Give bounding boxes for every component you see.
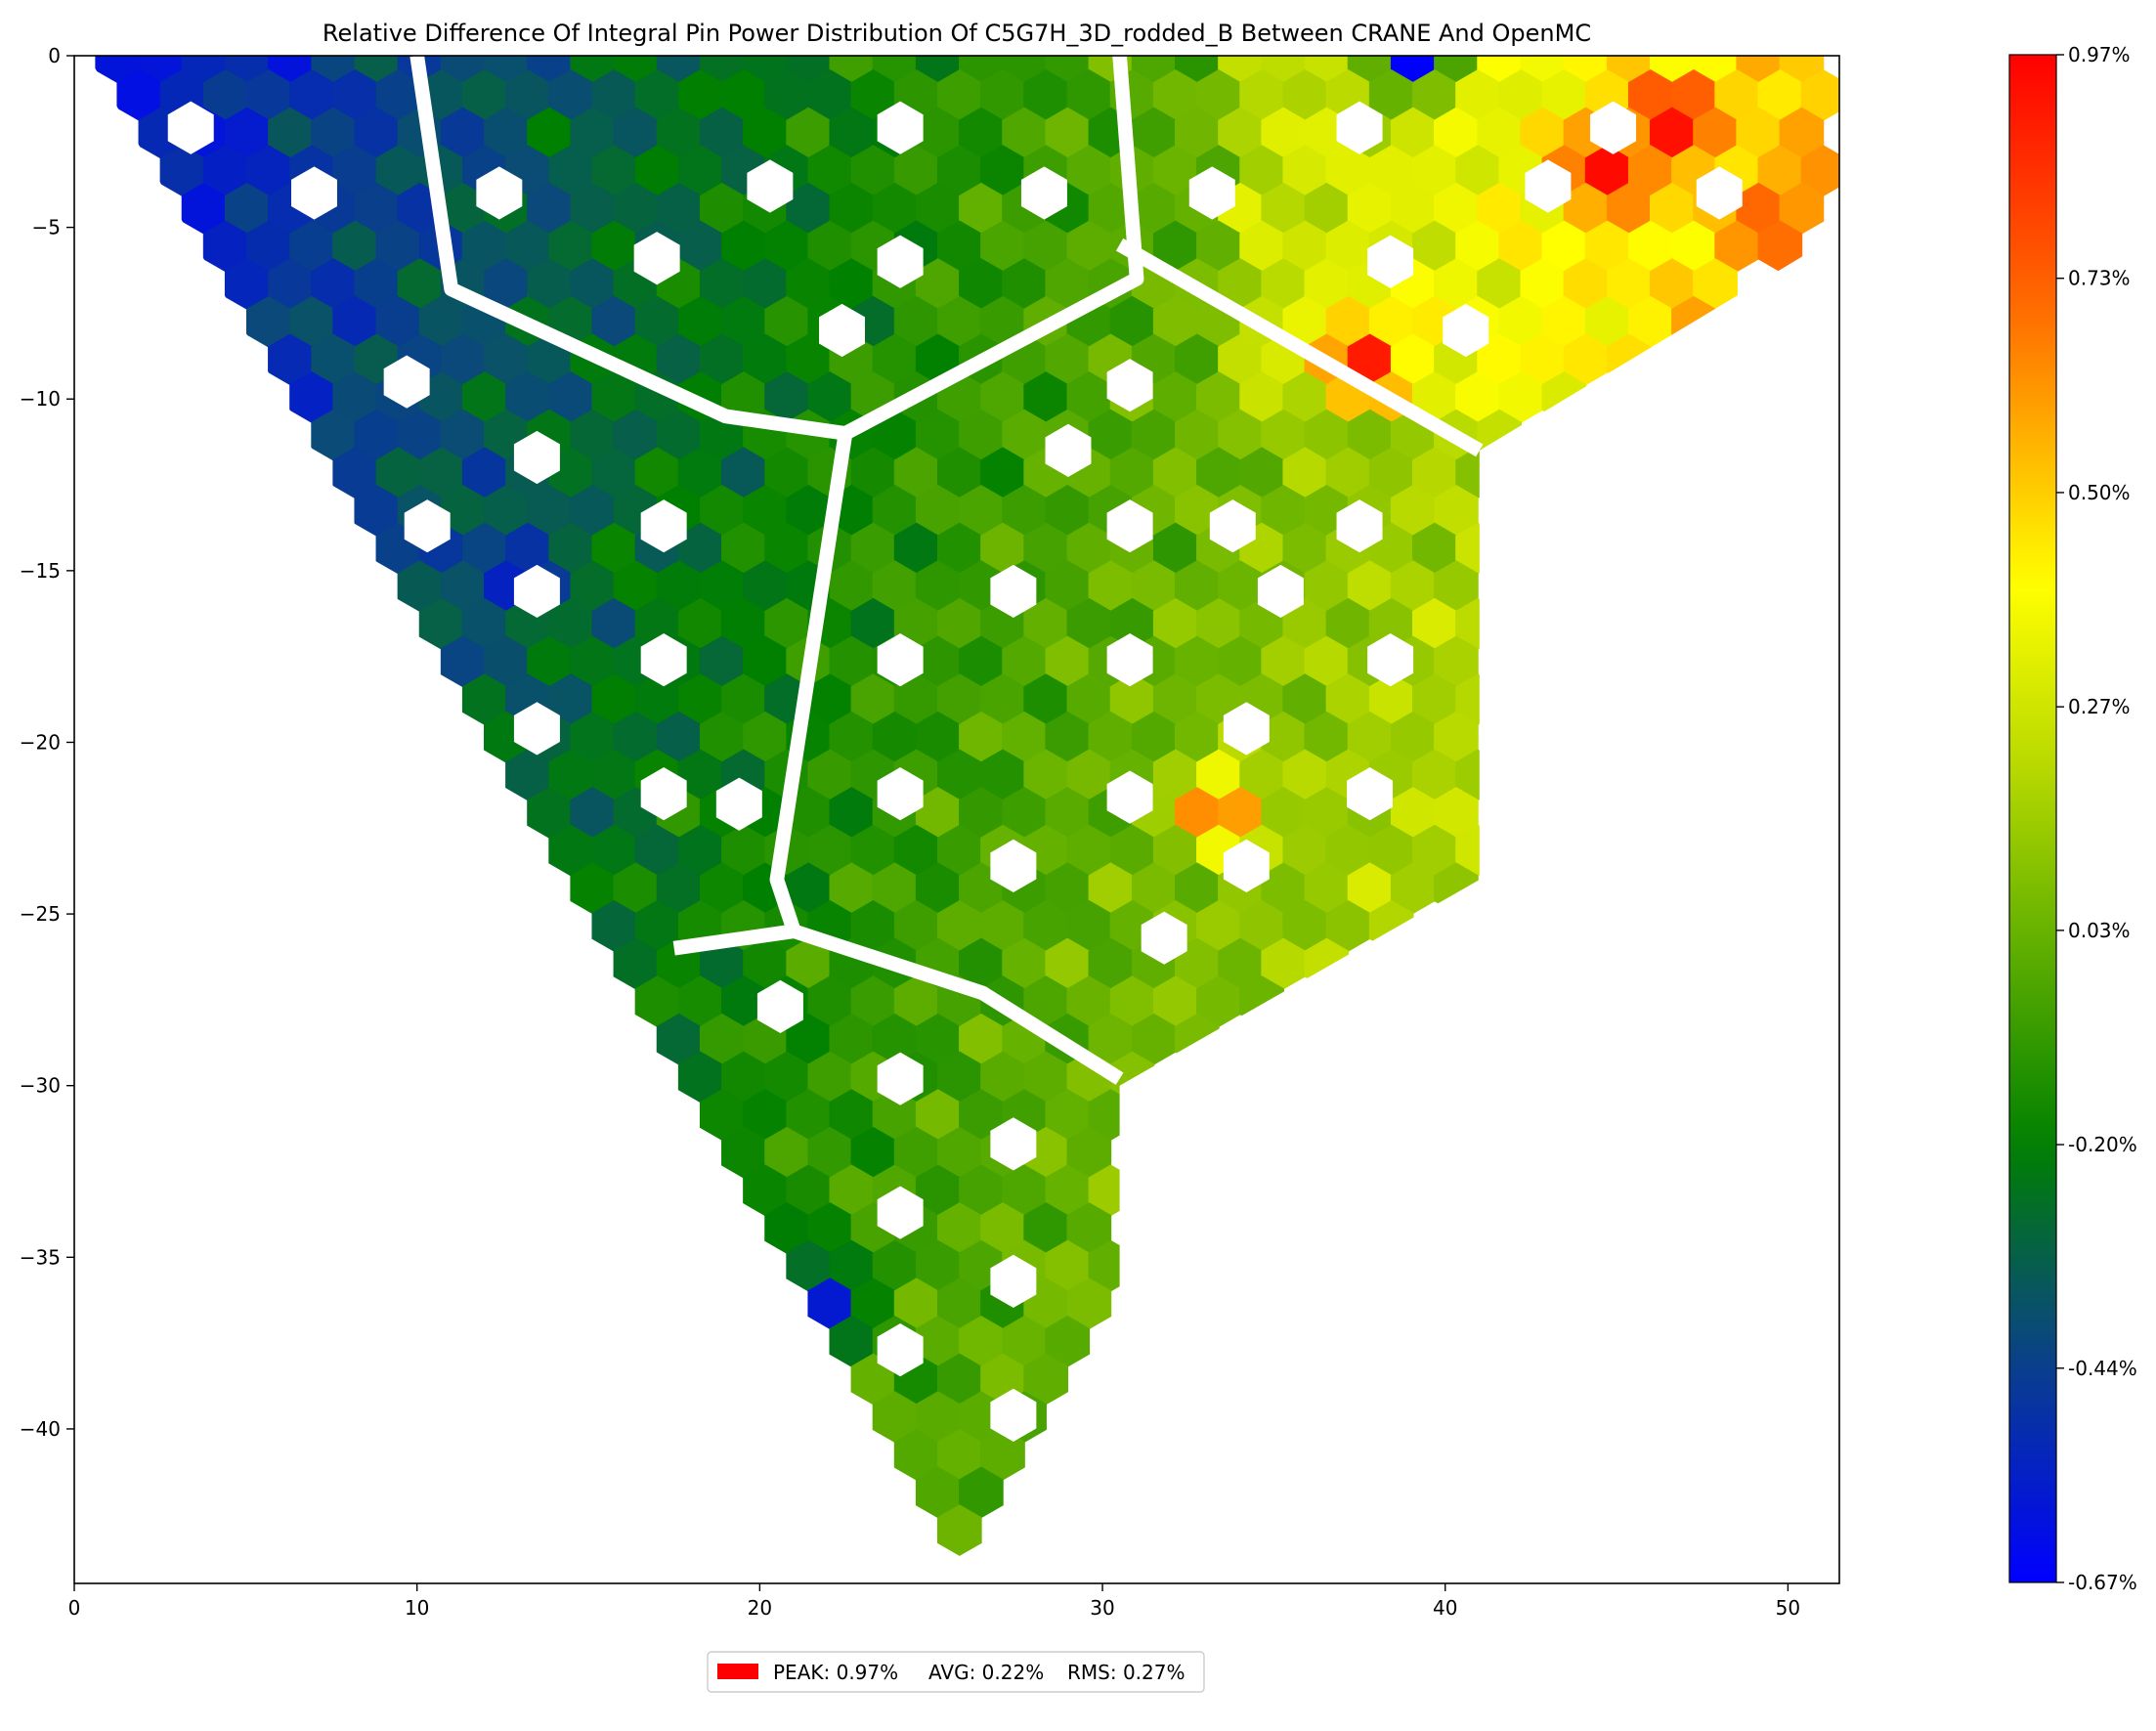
y-tick-label: −25 — [20, 902, 61, 926]
x-axis: 0 10 20 30 40 50 — [68, 1583, 1800, 1620]
empty-hex-cell — [513, 430, 560, 485]
empty-hex-cell — [1223, 702, 1270, 756]
legend-peak-swatch — [717, 1664, 758, 1679]
empty-hex-cell — [1209, 499, 1256, 553]
outside-core-mask — [1479, 234, 1839, 1583]
legend: PEAK: 0.97% AVG: 0.22% RMS: 0.27% — [707, 1651, 1205, 1693]
x-tick-label: 40 — [1433, 1596, 1457, 1620]
hex-cell — [936, 1504, 982, 1556]
y-tick-label: −40 — [20, 1417, 61, 1441]
empty-hex-cell — [990, 1254, 1037, 1309]
empty-hex-cell — [990, 564, 1037, 619]
colorbar: 0.97% 0.73% 0.50% 0.27% 0.03% -0.20% -0.44% -0.… — [2008, 43, 2137, 1594]
y-axis: 0 −5 −10 −15 −20 −25 −30 −35 −40 — [20, 44, 74, 1441]
outside-core-mask — [958, 1309, 1120, 1583]
legend-avg-label: AVG: 0.22% — [928, 1661, 1044, 1684]
plot-area-frame — [73, 55, 1840, 1584]
empty-hex-cell — [513, 702, 560, 756]
colorbar-gradient — [2008, 54, 2057, 1583]
assembly-gap — [769, 432, 853, 934]
colorbar-tick-label: 0.97% — [2068, 43, 2131, 66]
y-tick-label: −5 — [32, 216, 61, 239]
empty-hex-cell — [513, 564, 560, 619]
y-tick-label: −20 — [20, 730, 61, 754]
empty-hex-cell — [1188, 166, 1235, 220]
colorbar-tick-label: -0.20% — [2068, 1133, 2137, 1156]
legend-rms-label: RMS: 0.27% — [1067, 1661, 1185, 1684]
empty-hex-cell — [1020, 166, 1067, 220]
legend-frame — [707, 1651, 1205, 1693]
empty-hex-cell — [1106, 499, 1153, 553]
empty-hex-cell — [715, 777, 762, 831]
x-tick-label: 10 — [405, 1596, 429, 1620]
empty-hex-cell — [1106, 770, 1153, 824]
empty-cells-layer — [74, 56, 1839, 1583]
y-tick-label: −15 — [20, 559, 61, 583]
legend-peak-label: PEAK: 0.97% — [773, 1661, 898, 1684]
empty-hex-cell — [877, 767, 924, 821]
empty-hex-cell — [877, 235, 924, 288]
x-tick-label: 20 — [748, 1596, 772, 1620]
y-tick-label: −35 — [20, 1245, 61, 1269]
empty-hex-cell — [633, 232, 680, 285]
x-tick-label: 30 — [1090, 1596, 1114, 1620]
chart-title: Relative Difference Of Integral Pin Powe… — [323, 20, 1591, 47]
empty-hex-cell — [877, 1052, 924, 1105]
assembly-gap — [1115, 238, 1484, 457]
empty-hex-cell — [1106, 359, 1153, 412]
empty-hex-cell — [990, 1388, 1037, 1443]
empty-hex-cell — [167, 101, 214, 154]
empty-hex-cell — [1336, 499, 1383, 553]
empty-hex-cell — [747, 159, 794, 213]
empty-hex-cell — [1045, 423, 1092, 478]
empty-hex-cell — [1696, 166, 1743, 220]
empty-hex-cell — [1141, 911, 1187, 965]
outside-core-mask — [74, 56, 959, 1583]
colorbar-tick-label: 0.50% — [2068, 481, 2131, 504]
colorbar-tick-label: 0.27% — [2068, 695, 2131, 718]
y-tick-label: −10 — [20, 387, 61, 411]
empty-hex-cell — [1257, 564, 1304, 619]
empty-hex-cell — [640, 767, 687, 821]
empty-hex-cell — [756, 979, 803, 1034]
empty-hex-cell — [476, 166, 523, 220]
empty-hex-cell — [1347, 767, 1394, 821]
x-tick-label: 0 — [68, 1596, 81, 1620]
empty-hex-cell — [877, 1186, 924, 1239]
assembly-gap — [672, 924, 1124, 1085]
assembly-gap — [410, 56, 847, 441]
y-tick-label: 0 — [48, 44, 61, 67]
empty-hex-cell — [819, 303, 866, 358]
empty-hex-cell — [877, 1323, 924, 1377]
empty-hex-cell — [383, 355, 430, 409]
empty-hex-cell — [1443, 303, 1489, 358]
colorbar-tick-label: -0.67% — [2068, 1571, 2137, 1594]
empty-hex-cell — [1106, 633, 1153, 687]
empty-hex-cell — [1525, 159, 1572, 213]
empty-hex-cell — [877, 633, 924, 687]
empty-hex-cell — [990, 1117, 1037, 1171]
y-tick-label: −30 — [20, 1074, 61, 1098]
colorbar-tick-label: 0.73% — [2068, 267, 2131, 290]
x-tick-label: 50 — [1776, 1596, 1800, 1620]
empty-hex-cell — [640, 633, 687, 687]
empty-hex-cell — [1336, 101, 1383, 154]
colorbar-tick-label: 0.03% — [2068, 919, 2131, 942]
empty-hex-cell — [990, 839, 1037, 893]
empty-hex-cell — [290, 166, 337, 220]
empty-hex-cell — [640, 499, 687, 553]
empty-hex-cell — [1367, 235, 1414, 288]
colorbar-ticks: 0.97% 0.73% 0.50% 0.27% 0.03% -0.20% -0.44% -0.… — [2056, 43, 2137, 1594]
empty-hex-cell — [877, 101, 924, 154]
assembly-gap — [841, 56, 1144, 440]
empty-hex-cell — [1223, 839, 1270, 893]
empty-hex-cell — [1367, 633, 1414, 687]
colorbar-tick-label: -0.44% — [2068, 1357, 2137, 1380]
empty-hex-cell — [404, 499, 451, 553]
outside-core-mask — [1119, 880, 1480, 1583]
empty-hex-cell — [1590, 101, 1637, 154]
